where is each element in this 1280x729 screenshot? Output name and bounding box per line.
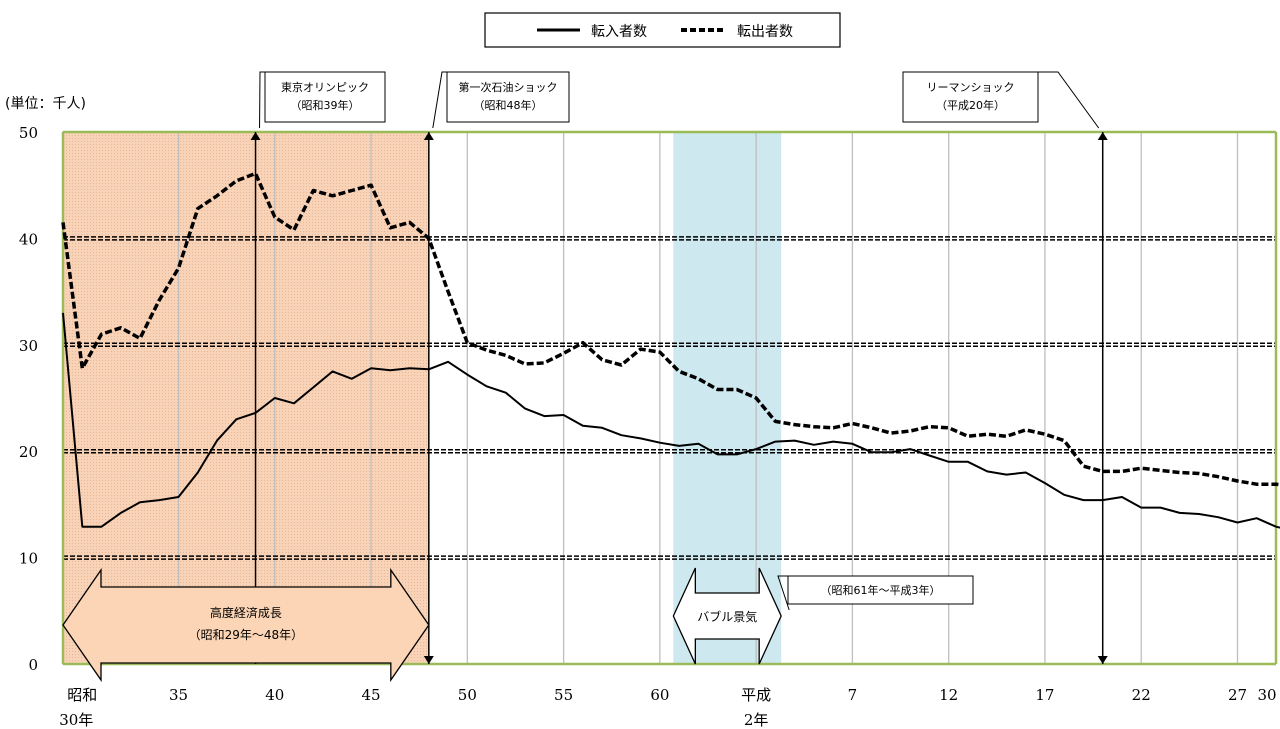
event-markers: 東京オリンピック （昭和39年） 第一次石油ショック （昭和48年） リーマンショック （… [250,71,1108,664]
event-callout-date-0: （昭和39年） [291,98,360,112]
x-tick-1990: 平成 [741,686,771,704]
x-tick-2015: 27 [1228,686,1247,704]
period-label-bubble: バブル景気 [697,609,757,624]
x-tick-1980: 55 [554,686,573,704]
y-axis-ticks: 0 10 20 30 40 50 [19,124,38,674]
period-note-text: （昭和61年～平成3年） [821,583,941,597]
x-tick-1965: 40 [265,686,284,704]
period-dates-growth: （昭和29年～48年） [189,628,304,642]
unit-label: (単位：千人) [5,96,86,112]
event-callout-date-1: （昭和48年） [474,98,543,112]
y-tick-10: 10 [19,550,38,568]
y-tick-50: 50 [19,124,38,142]
event-callout-box-0 [264,71,386,123]
shaded-region-0 [62,131,430,665]
x-tick-sub-1955: 30年 [59,711,93,729]
event-arrow-top-0 [250,132,261,140]
plot-frame [61,130,1278,666]
y-tick-30: 30 [19,337,38,355]
period-note-box [787,575,974,605]
event-pointer-0 [259,71,273,129]
y-tick-20: 20 [19,443,38,461]
x-tick-2005: 17 [1035,686,1054,704]
event-callout-box-2 [902,71,1039,123]
y-tick-0: 0 [28,656,38,674]
period-note-pointer [777,575,793,611]
event-arrow-bottom-2 [1097,656,1108,664]
x-axis-ticks: 昭和 30年 35 40 45 50 55 60 平成 2年 7 12 17 22 27 30 [59,686,1276,729]
x-tick-2018: 30 [1257,686,1276,704]
period-arrow-bubble [672,567,782,665]
x-tick-1970: 45 [362,686,381,704]
event-pointer-2 [1030,71,1100,129]
x-tick-1985: 60 [650,686,669,704]
event-arrow-top-2 [1097,132,1108,140]
series-line-0 [62,312,1280,529]
event-callout-date-2: （平成20年） [936,98,1005,112]
event-arrow-bottom-1 [423,656,434,664]
series-line-1 [61,171,1280,487]
series-lines [61,171,1280,529]
x-tick-1995: 7 [848,686,858,704]
shaded-regions [62,131,782,665]
legend-label-outflow: 転出者数 [737,24,793,40]
event-arrow-top-1 [423,132,434,140]
y-tick-40: 40 [19,230,38,248]
x-tick-sub-1990: 2年 [744,711,769,729]
x-tick-2010: 22 [1132,686,1151,704]
x-tick-1975: 50 [458,686,477,704]
period-label-growth: 高度経済成長 [210,605,282,620]
legend-label-inflow: 転入者数 [591,24,647,40]
event-callout-box-1 [446,71,570,123]
period-arrow-growth [62,567,430,683]
legend: 転入者数 転出者数 [484,12,841,48]
event-callout-title-1: 第一次石油ショック [459,80,558,94]
event-pointer-1 [432,71,455,129]
event-callout-title-2: リーマンショック [927,81,1015,94]
x-tick-1960: 35 [169,686,188,704]
x-tick-2000: 12 [939,686,958,704]
event-callout-title-0: 東京オリンピック [281,80,369,94]
period-arrows: 高度経済成長 （昭和29年～48年） バブル景気 （昭和61年～平成3年） [62,567,974,683]
x-tick-1955: 昭和 [67,686,97,704]
